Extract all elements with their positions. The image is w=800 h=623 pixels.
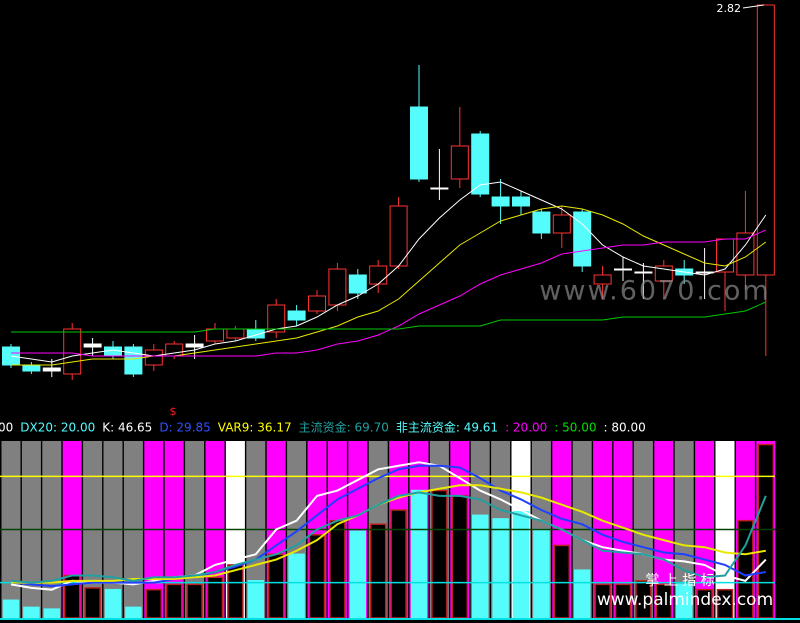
candle-body [287,310,306,321]
candle-body [491,196,510,207]
candle-body [471,133,490,195]
candle-body [450,145,469,180]
watermark-url: www.palmindex.com [597,590,773,610]
indicator-bar [288,553,305,619]
indicator-label: : 80.00 [604,421,646,435]
candle-body [63,328,82,375]
indicator-bar [2,599,20,619]
indicator-bar [471,514,489,619]
candle-body [430,187,449,190]
indicator-bar [390,509,407,619]
signal-marker: $ [170,405,177,418]
high-pointer [742,4,765,9]
indicator-line [10,464,766,588]
indicator-bar [227,564,244,619]
candle-body [22,364,41,372]
candle-body [144,349,163,366]
indicator-label: 非主流资金: 49.61 [396,420,498,435]
indicator-bar [23,606,40,619]
candle-body [410,106,428,180]
indicator-bar [145,588,163,619]
indicator-label: : 20.00 [505,421,547,435]
indicator-line [10,491,767,584]
candle-body [206,328,224,342]
candle-body [124,346,143,375]
candle-body [532,211,551,234]
indicator-bar [533,528,550,619]
indicator-label: VAR9: 36.17 [218,421,292,435]
ma-line [11,229,767,357]
high-label: 2.82 [717,2,742,15]
candle-body [389,205,408,267]
candle-body [593,274,612,285]
candle-body [226,328,245,339]
candle-body [328,268,347,306]
indicator-bar [125,606,142,619]
indicator-bar [451,495,469,619]
candle-body [83,343,102,348]
candle-body [185,343,204,348]
indicator-bar [573,569,591,619]
candle-body [756,4,775,276]
ma-line [11,301,767,333]
indicator-bar [84,587,101,619]
indicator-bar [553,544,571,619]
watermark-cn: 掌 上 指 标 [645,573,714,589]
candle-body [634,271,653,274]
candle-body [552,214,571,234]
indicator-bar [165,583,183,619]
indicator-bar [431,489,448,619]
ma-line [11,205,767,366]
candle-body [348,274,367,294]
indicator-bar [308,534,326,619]
indicator-bar [369,523,387,619]
indicator-label: DX20: 20.00 [20,421,95,435]
indicator-label: K: 46.65 [102,421,152,435]
indicator-label: 00 [0,421,13,435]
indicator-label: 主流资金: 69.70 [299,420,389,435]
candle-body [104,346,122,357]
ma-line [10,181,767,363]
indicator-bar [329,519,346,619]
candle-body [573,211,592,267]
candle-body [308,295,326,312]
indicator-label: : 50.00 [554,421,596,435]
indicator-bar [267,553,285,619]
indicator-label: D: 29.85 [159,421,210,435]
indicator-bar [410,489,428,619]
candle-body [512,196,530,207]
candle-body [736,232,755,276]
indicator-bar [104,588,122,619]
indicator-bar [186,583,203,619]
indicator-bar [206,576,224,619]
candle-body [267,304,286,333]
candle-body [614,268,632,271]
candle-body [42,367,61,372]
plot-layer: 00 DX20: 20.00 K: 46.65 D: 29.85 VAR9: 36.17… [0,4,800,620]
candle-body [369,265,388,285]
indicator-bar [512,511,530,619]
watermark: www.6070.com [539,276,770,307]
indicator-bar [247,580,265,619]
indicator-bar [43,608,61,619]
indicator-bar [492,518,509,619]
indicator-bar [349,530,367,619]
candle-body [716,238,734,273]
